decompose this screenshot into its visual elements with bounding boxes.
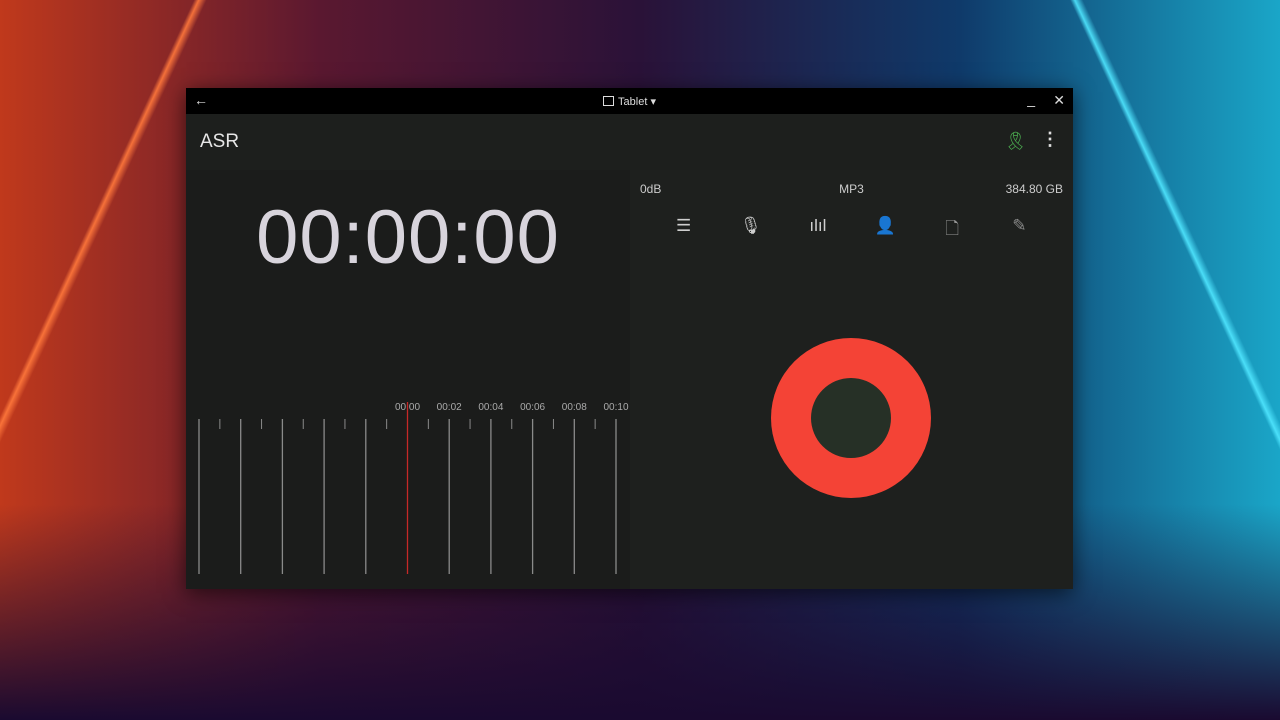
tablet-icon [603, 96, 615, 106]
time-label: 00:08 [562, 402, 587, 413]
minimize-icon[interactable]: _ [1027, 91, 1035, 107]
waveform-timeline[interactable]: 00:0000:0000:0200:0200:0400:0400:0600:06… [186, 314, 630, 574]
time-label: 00:02 [437, 402, 462, 413]
time-label: 00:06 [520, 402, 545, 413]
app-window: ← Tablet ▾ _ ✕ ASR 🎗 ⋮ 00:00:00 00:00 00:… [186, 88, 1073, 589]
time-label: 00:04 [478, 402, 503, 413]
person-settings-icon[interactable]: 👤 [874, 216, 896, 235]
caret-down-icon: ▾ [650, 96, 656, 108]
device-mode-dropdown[interactable]: Tablet ▾ [186, 95, 1073, 108]
title-bar: ← Tablet ▾ _ ✕ [186, 88, 1073, 114]
microphone-icon[interactable]: 🎙 [739, 216, 762, 235]
free-space-readout: 384.80 GB [1005, 182, 1063, 196]
toolbar: ☰ 🎙 ılıl 👤 🗋 ✎ [630, 216, 1073, 245]
level-readout: 0dB [640, 182, 662, 196]
time-label: 00:10 [603, 402, 628, 413]
more-vert-icon[interactable]: ⋮ [1041, 129, 1059, 149]
record-icon [811, 378, 891, 458]
format-readout[interactable]: MP3 [839, 182, 864, 196]
arrow-left-icon[interactable]: ← [194, 92, 208, 108]
list-icon[interactable]: ☰ [675, 216, 692, 235]
app-bar: ASR 🎗 ⋮ [186, 114, 1073, 170]
edit-pencil-icon[interactable]: ✎ [1012, 216, 1027, 235]
app-title: ASR [200, 131, 240, 152]
close-icon[interactable]: ✕ [1053, 92, 1065, 108]
elapsed-timer: 00:00:00 [256, 195, 560, 280]
waveform-icon[interactable]: ılıl [809, 216, 827, 235]
record-button[interactable] [771, 338, 931, 498]
award-icon[interactable]: 🎗 [1004, 131, 1027, 151]
control-panel: 0dB MP3 384.80 GB ☰ 🎙 ılıl 👤 🗋 ✎ [630, 170, 1073, 589]
add-file-icon[interactable]: 🗋 [945, 219, 960, 238]
